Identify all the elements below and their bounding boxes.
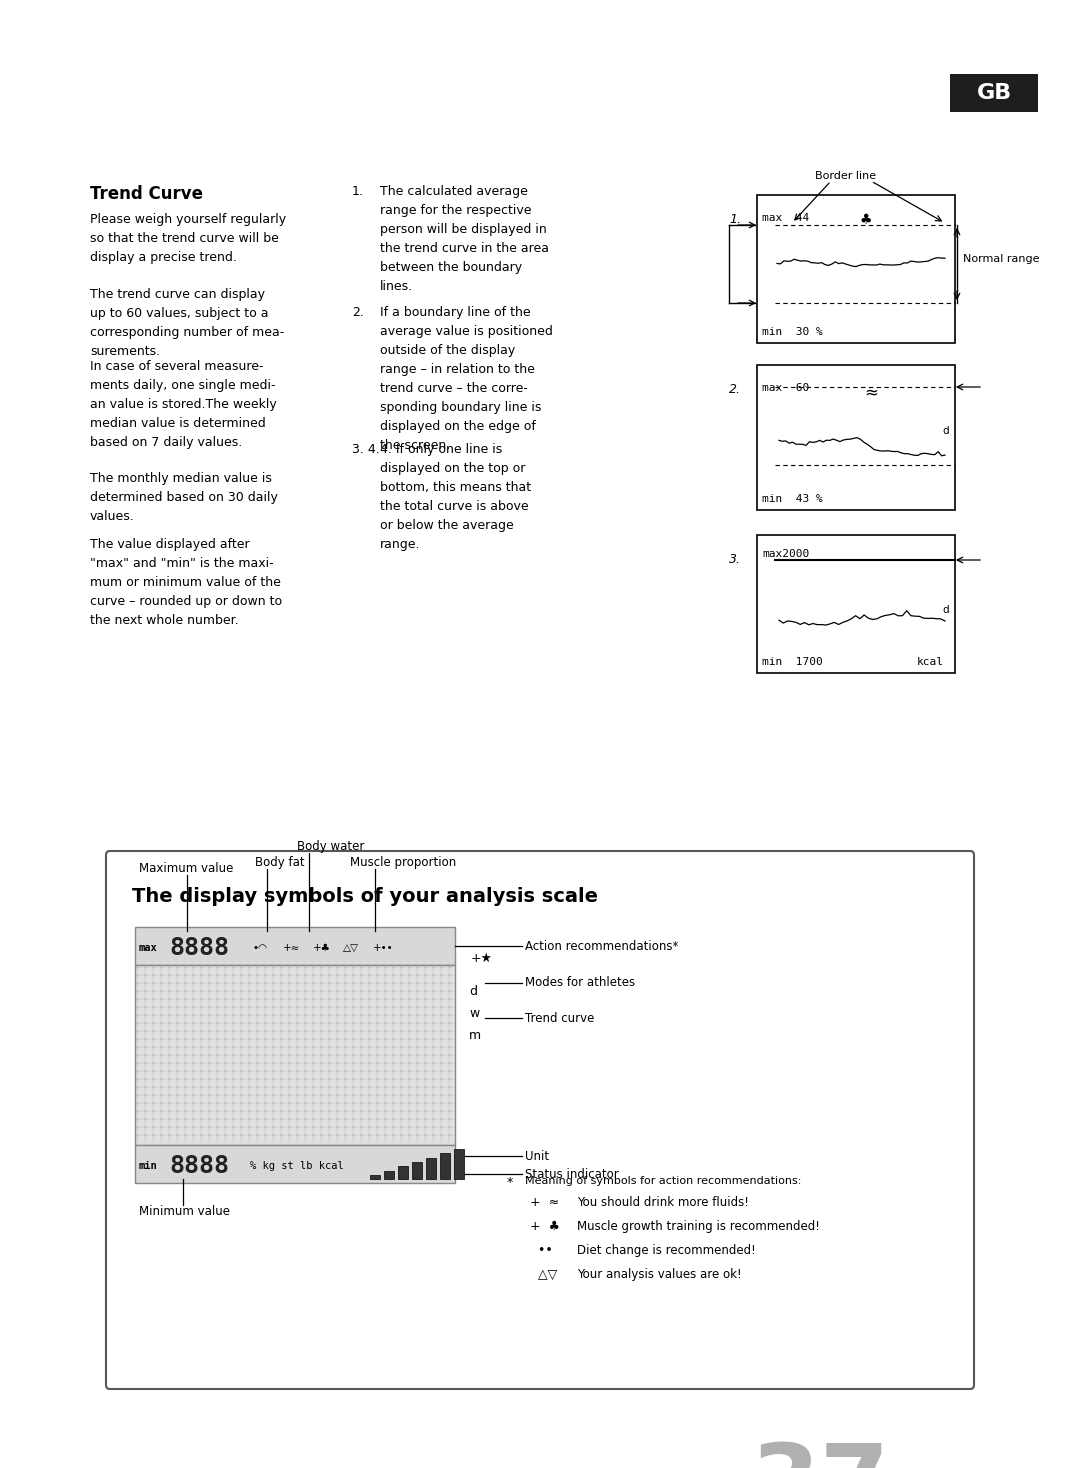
FancyBboxPatch shape — [106, 851, 974, 1389]
Text: Diet change is recommended!: Diet change is recommended! — [577, 1243, 756, 1257]
Text: w: w — [469, 1007, 480, 1020]
Text: 8888: 8888 — [168, 1154, 229, 1177]
Text: max  60: max 60 — [762, 383, 809, 393]
Text: The value displayed after
"max" and "min" is the maxi-
mum or minimum value of t: The value displayed after "max" and "min… — [90, 537, 282, 627]
Text: Status indicator: Status indicator — [525, 1167, 619, 1180]
Bar — [370, 1174, 380, 1179]
Text: *: * — [507, 1176, 513, 1189]
Text: If a boundary line of the
average value is positioned
outside of the display
ran: If a boundary line of the average value … — [380, 305, 553, 452]
Text: Muscle growth training is recommended!: Muscle growth training is recommended! — [577, 1220, 820, 1233]
Text: min  1700: min 1700 — [762, 658, 823, 666]
Text: ≈: ≈ — [864, 383, 878, 401]
Text: Action recommendations*: Action recommendations* — [525, 940, 678, 953]
Text: Trend curve: Trend curve — [525, 1011, 594, 1025]
Text: max  44: max 44 — [762, 213, 809, 223]
Bar — [426, 1158, 436, 1179]
Text: +  ≈: + ≈ — [530, 1196, 563, 1210]
Text: Trend Curve: Trend Curve — [90, 185, 203, 203]
Text: 1.: 1. — [352, 185, 364, 198]
Text: △▽: △▽ — [343, 942, 359, 953]
Text: •◠: •◠ — [253, 942, 268, 953]
Bar — [454, 1149, 464, 1179]
Text: The trend curve can display
up to 60 values, subject to a
corresponding number o: The trend curve can display up to 60 val… — [90, 288, 284, 358]
Text: ••: •• — [530, 1243, 557, 1257]
Text: 37: 37 — [751, 1440, 890, 1468]
Bar — [440, 1154, 450, 1179]
Text: GB: GB — [976, 84, 1012, 103]
Text: 3. 4.: 3. 4. — [352, 443, 380, 457]
Bar — [757, 534, 955, 672]
Text: +♣: +♣ — [313, 942, 330, 953]
Text: min: min — [139, 1161, 158, 1171]
Text: 8888: 8888 — [168, 937, 229, 960]
Text: △▽: △▽ — [530, 1268, 557, 1282]
Text: +••: +•• — [373, 942, 393, 953]
Text: min  30 %: min 30 % — [762, 327, 823, 338]
Text: d: d — [943, 605, 949, 615]
Text: In case of several measure-
ments daily, one single medi-
an value is stored.The: In case of several measure- ments daily,… — [90, 360, 276, 449]
Text: Maximum value: Maximum value — [139, 862, 233, 875]
Text: d: d — [469, 985, 477, 998]
Text: The monthly median value is
determined based on 30 daily
values.: The monthly median value is determined b… — [90, 473, 278, 523]
Text: Body fat: Body fat — [255, 856, 305, 869]
Text: ♣: ♣ — [860, 213, 873, 228]
Bar — [950, 73, 1038, 112]
Text: Please weigh yourself regularly
so that the trend curve will be
display a precis: Please weigh yourself regularly so that … — [90, 213, 286, 264]
Bar — [384, 1170, 394, 1179]
Text: Modes for athletes: Modes for athletes — [525, 976, 635, 989]
Text: Unit: Unit — [525, 1149, 549, 1163]
Bar — [411, 1163, 422, 1179]
Text: 4. If only one line is
displayed on the top or
bottom, this means that
the total: 4. If only one line is displayed on the … — [380, 443, 531, 550]
Bar — [399, 1167, 408, 1179]
Bar — [757, 366, 955, 509]
Text: The calculated average
range for the respective
person will be displayed in
the : The calculated average range for the res… — [380, 185, 549, 294]
Text: Meaning of symbols for action recommendations:: Meaning of symbols for action recommenda… — [525, 1176, 801, 1186]
Text: You should drink more fluids!: You should drink more fluids! — [577, 1196, 748, 1210]
Text: Body water: Body water — [297, 840, 364, 853]
Bar — [135, 1145, 455, 1183]
Bar — [757, 195, 955, 344]
Text: d: d — [943, 426, 949, 436]
Bar — [135, 964, 455, 1145]
Text: 2.: 2. — [352, 305, 364, 319]
Text: Normal range: Normal range — [963, 254, 1039, 264]
Text: Minimum value: Minimum value — [139, 1205, 230, 1218]
Text: Border line: Border line — [815, 170, 877, 181]
Text: max: max — [139, 942, 158, 953]
Text: The display symbols of your analysis scale: The display symbols of your analysis sca… — [132, 887, 598, 906]
Text: +≈: +≈ — [283, 942, 300, 953]
Bar — [135, 926, 455, 964]
Text: 2.: 2. — [729, 383, 741, 396]
Text: min  43 %: min 43 % — [762, 495, 823, 504]
Text: +  ♣: + ♣ — [530, 1220, 564, 1233]
Text: +★: +★ — [471, 951, 492, 964]
Text: 3.: 3. — [729, 553, 741, 567]
Text: % kg st lb kcal: % kg st lb kcal — [249, 1161, 343, 1171]
Text: kcal: kcal — [917, 658, 944, 666]
Text: m: m — [469, 1029, 481, 1042]
Text: 1.: 1. — [729, 213, 741, 226]
Text: Your analysis values are ok!: Your analysis values are ok! — [577, 1268, 742, 1282]
Text: max2000: max2000 — [762, 549, 809, 559]
Text: Muscle proportion: Muscle proportion — [350, 856, 456, 869]
